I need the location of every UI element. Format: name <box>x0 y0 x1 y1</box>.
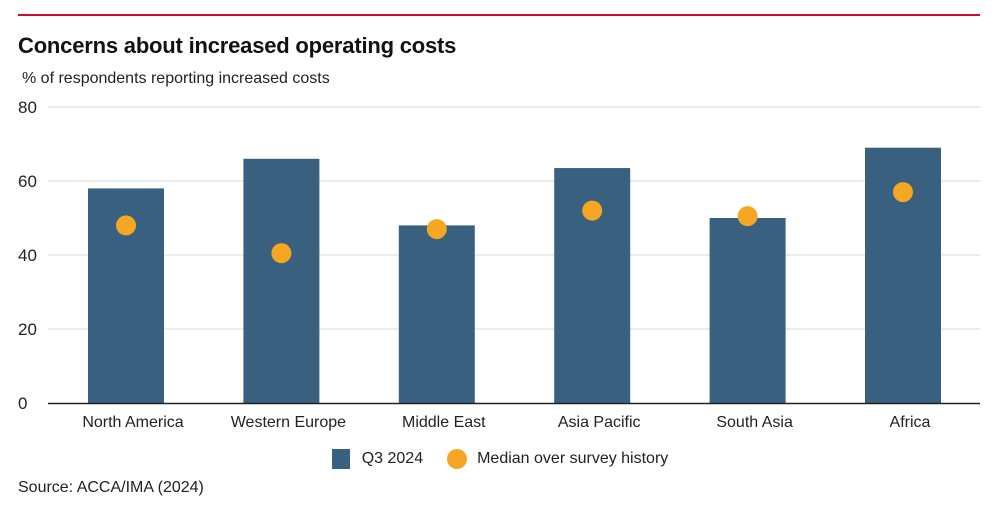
x-axis-labels: North America Western Europe Middle East As… <box>82 414 930 431</box>
y-tick-label: 80 <box>18 98 37 117</box>
chart-title: Concerns about increased operating costs <box>18 33 457 58</box>
dot-north-america <box>116 215 136 236</box>
gridlines <box>48 106 980 330</box>
x-tick-label: North America <box>82 414 183 431</box>
y-tick-label: 40 <box>18 246 37 265</box>
legend: Q3 2024 Median over survey history <box>0 449 1000 469</box>
x-tick-label: Asia Pacific <box>558 414 641 431</box>
bar-south-asia <box>709 218 786 403</box>
source-note: Source: ACCA/IMA (2024) <box>18 479 204 496</box>
y-tick-label: 0 <box>18 394 27 413</box>
legend-label-median: Median over survey history <box>477 450 669 467</box>
top-accent-rule <box>18 14 980 16</box>
legend-item-q3-2024: Q3 2024 <box>331 449 424 469</box>
x-tick-label: Middle East <box>402 414 486 431</box>
y-axis-ticks: 0 20 40 60 80 <box>18 98 37 413</box>
bars-q3-2024 <box>88 147 941 403</box>
dot-middle-east <box>426 219 447 240</box>
dot-western-europe <box>271 243 292 264</box>
y-tick-label: 60 <box>18 172 37 191</box>
dot-africa <box>893 182 913 203</box>
y-tick-label: 20 <box>18 320 37 339</box>
chart-subtitle: % of respondents reporting increased cos… <box>22 70 330 87</box>
dots-median <box>116 182 913 264</box>
legend-bar-swatch <box>331 449 350 469</box>
legend-label-q3-2024: Q3 2024 <box>361 450 424 467</box>
bar-western-europe <box>243 158 320 403</box>
x-tick-label: Western Europe <box>231 414 346 431</box>
x-tick-label: Africa <box>890 414 931 431</box>
legend-dot-swatch <box>447 449 468 469</box>
x-tick-label: South Asia <box>716 414 793 431</box>
legend-item-median: Median over survey history <box>447 449 668 469</box>
dot-asia-pacific <box>582 200 603 221</box>
bar-middle-east <box>398 225 475 403</box>
dot-south-asia <box>737 206 758 227</box>
